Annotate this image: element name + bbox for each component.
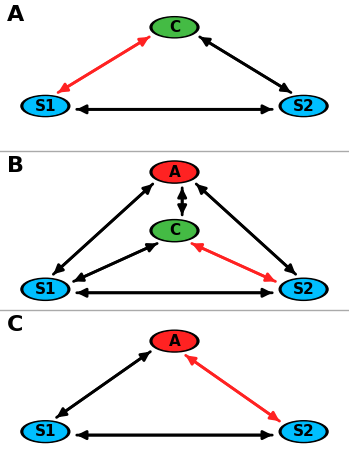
Circle shape	[150, 330, 199, 352]
Circle shape	[21, 96, 70, 116]
Circle shape	[150, 161, 199, 183]
Circle shape	[24, 97, 67, 115]
Text: S1: S1	[35, 282, 56, 297]
Circle shape	[150, 17, 199, 38]
Text: S2: S2	[293, 282, 314, 297]
Circle shape	[24, 422, 67, 441]
Text: A: A	[169, 164, 180, 179]
Circle shape	[153, 221, 196, 240]
Circle shape	[282, 97, 325, 115]
Circle shape	[279, 96, 328, 116]
Circle shape	[24, 280, 67, 299]
Circle shape	[279, 278, 328, 301]
Text: S1: S1	[35, 98, 56, 114]
Text: S2: S2	[293, 98, 314, 114]
Text: C: C	[7, 315, 23, 335]
Text: A: A	[169, 334, 180, 349]
Circle shape	[21, 278, 70, 301]
Circle shape	[153, 162, 196, 182]
Text: C: C	[169, 20, 180, 35]
Text: S2: S2	[293, 424, 314, 439]
Circle shape	[150, 219, 199, 242]
Circle shape	[153, 332, 196, 350]
Circle shape	[282, 280, 325, 299]
Text: S1: S1	[35, 424, 56, 439]
Text: A: A	[7, 5, 24, 25]
Circle shape	[153, 18, 196, 36]
Text: C: C	[169, 223, 180, 238]
Text: B: B	[7, 156, 24, 176]
Circle shape	[21, 421, 70, 443]
Circle shape	[282, 422, 325, 441]
Circle shape	[279, 421, 328, 443]
